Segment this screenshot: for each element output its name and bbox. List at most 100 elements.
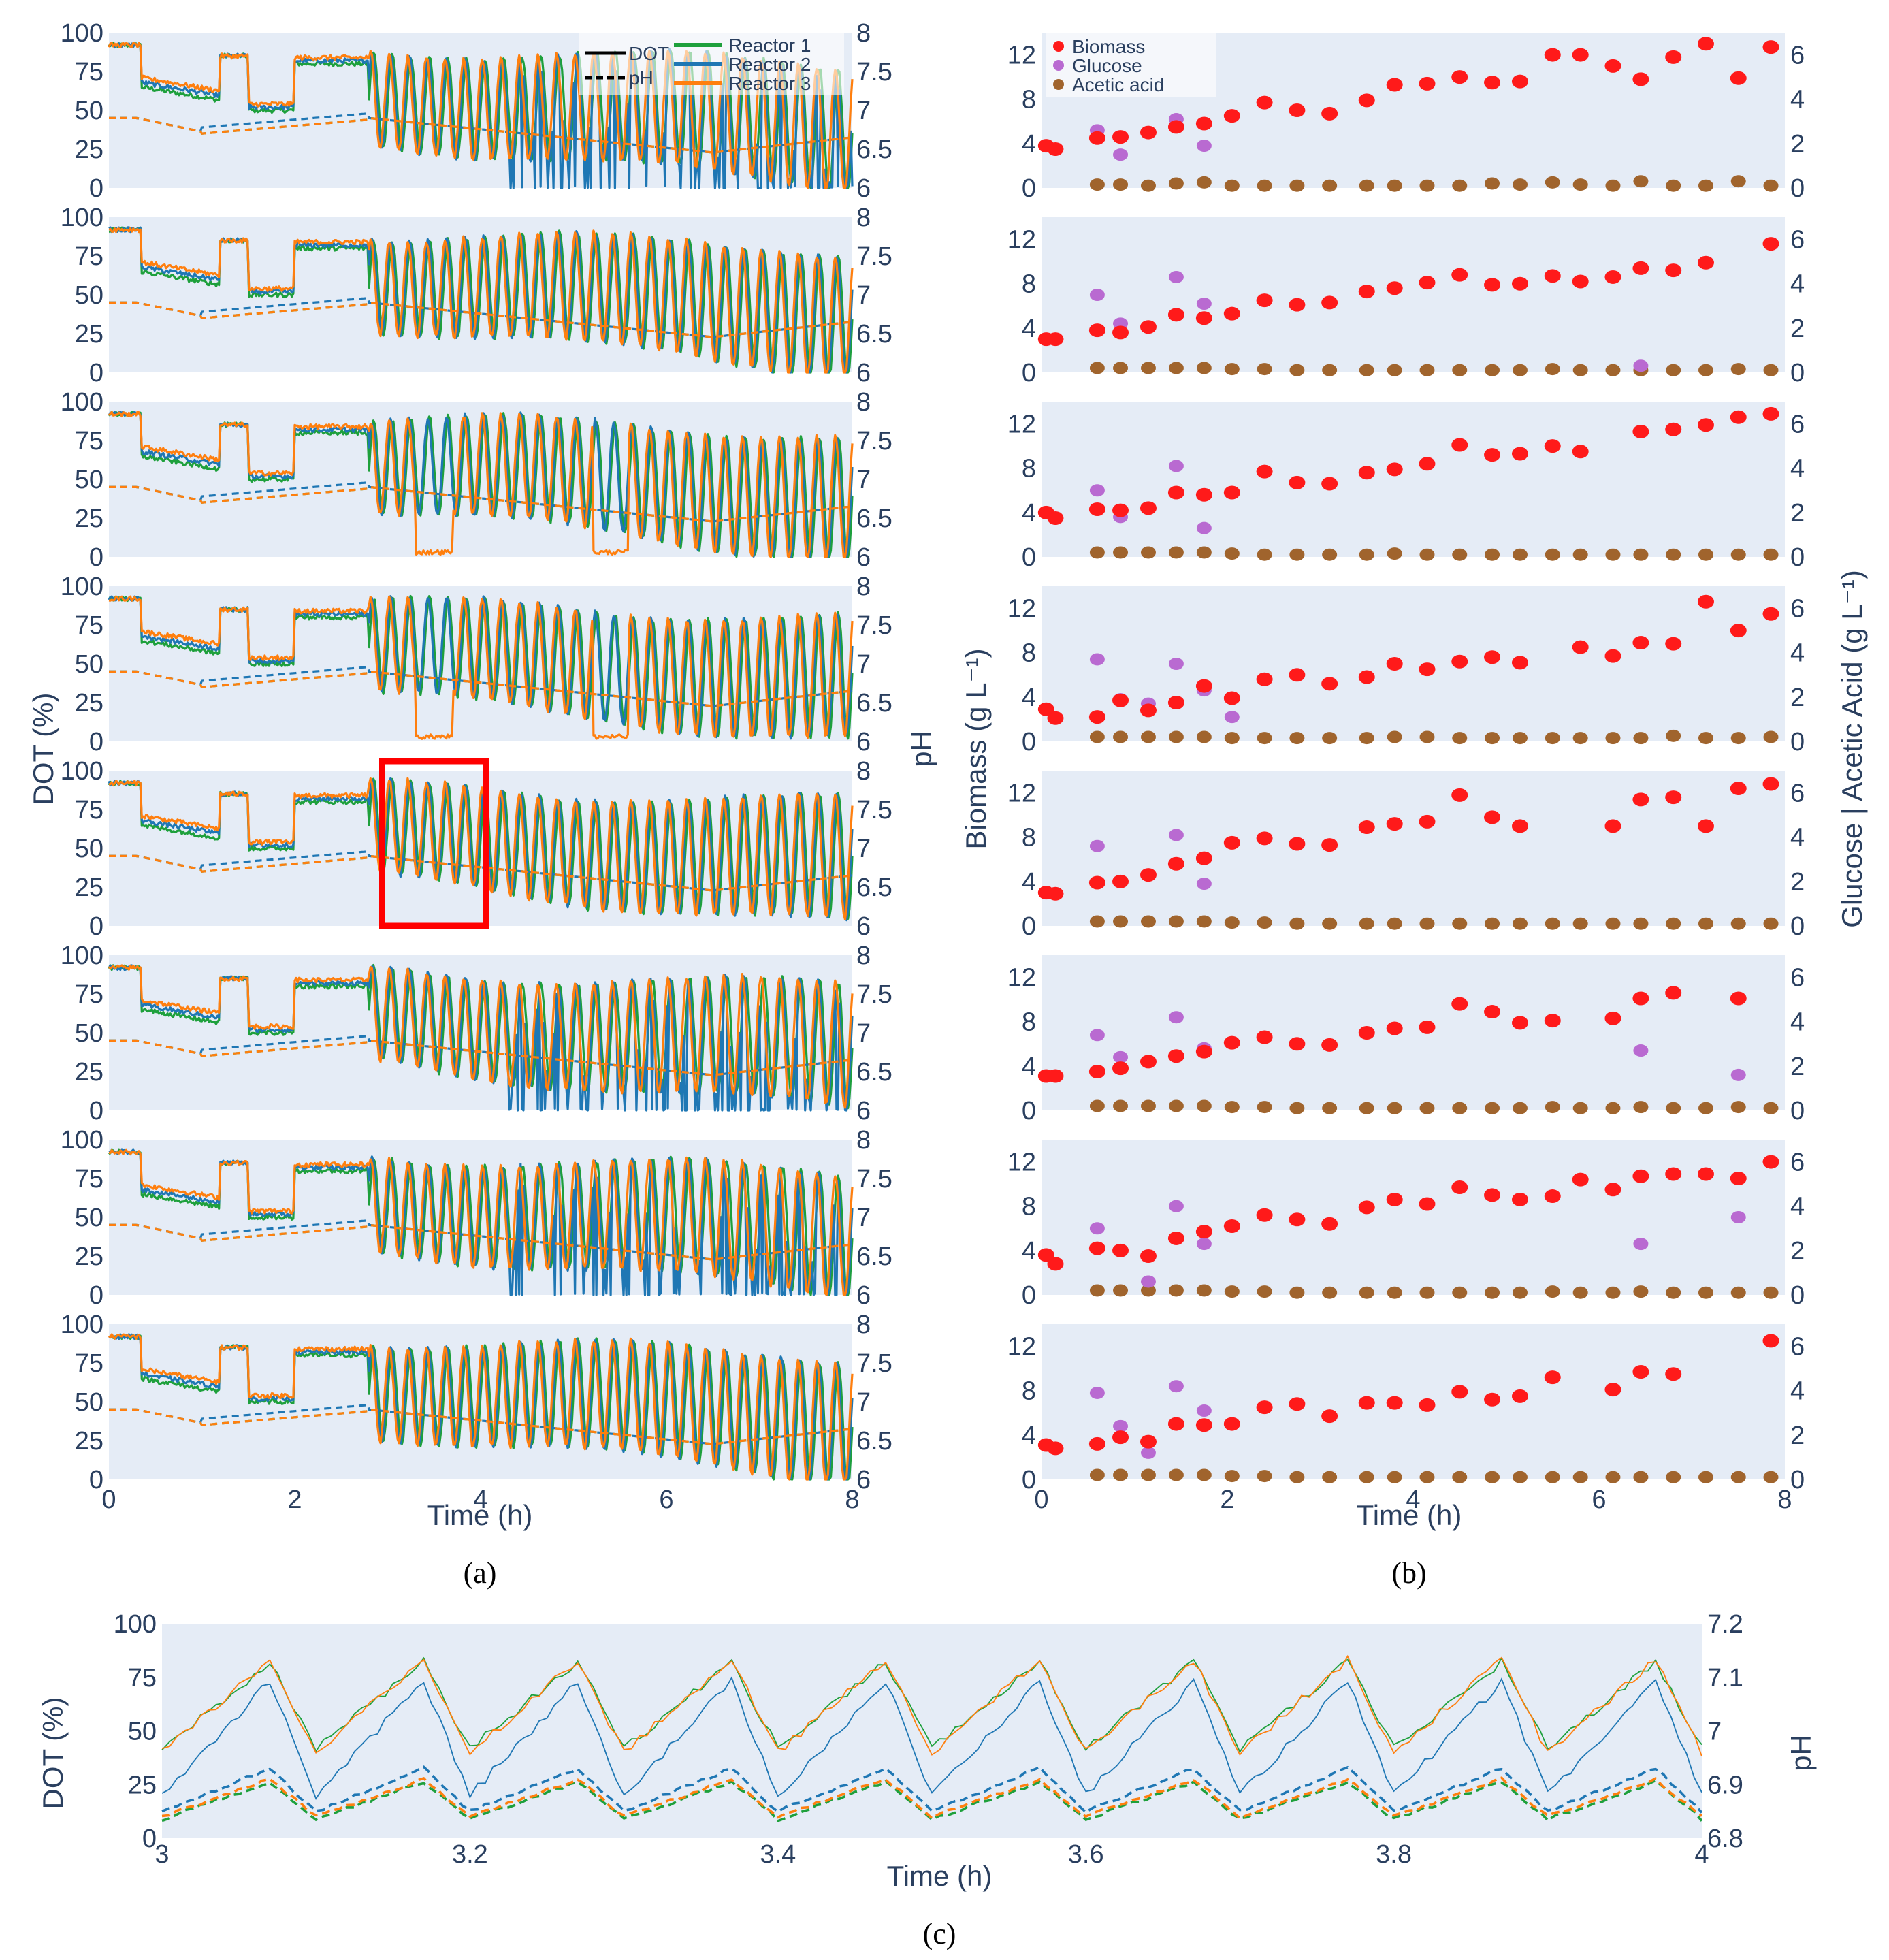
- acetic-point: [1257, 916, 1272, 929]
- biomass-point: [1762, 40, 1779, 54]
- acetic-point: [1666, 729, 1681, 742]
- acetic-point: [1113, 1099, 1129, 1112]
- biomass-point: [1321, 477, 1338, 491]
- acetic-point: [1633, 1471, 1649, 1483]
- panel-a-reactor3-dot-line: [108, 411, 854, 558]
- biomass-point: [1256, 1400, 1273, 1415]
- glucose-point: [1089, 653, 1105, 666]
- panel-b-ytick-right: 4: [1790, 270, 1805, 299]
- panel-b-ytick: 4: [1022, 130, 1036, 159]
- panel-c-ytick-right: 7.2: [1707, 1610, 1743, 1639]
- biomass-point: [1289, 1037, 1306, 1051]
- acetic-point: [1698, 1102, 1713, 1114]
- biomass-point: [1321, 295, 1338, 310]
- biomass-point: [1167, 308, 1184, 322]
- acetic-point: [1730, 1101, 1746, 1114]
- panel-a-ytick: 25: [75, 689, 103, 718]
- biomass-point: [1047, 1069, 1064, 1083]
- biomass-point: [1386, 281, 1403, 295]
- panel-a-ytick-right: 7: [856, 466, 871, 494]
- panel-a-ytick-right: 7.5: [856, 611, 892, 640]
- panel-b-xtick: 2: [1220, 1485, 1234, 1514]
- acetic-point: [1322, 179, 1338, 192]
- acetic-point: [1730, 1286, 1746, 1299]
- panel-a-ytick-right: 7.5: [856, 1349, 892, 1378]
- biomass-point: [1511, 1016, 1528, 1030]
- panel-a-ytick: 0: [89, 174, 103, 203]
- panel-b-ytick: 12: [1007, 1148, 1036, 1177]
- panel-b-ytick-right: 2: [1790, 1421, 1805, 1450]
- panel-a-reactor1-dot-line: [108, 1334, 854, 1481]
- panel-a-ytick: 25: [75, 1427, 103, 1456]
- panel-a-reactor3-dot-line: [108, 1148, 854, 1296]
- glucose-point: [1168, 1200, 1184, 1212]
- biomass-point: [1484, 448, 1501, 462]
- panel-a-reactor3-ph-line: [109, 301, 853, 338]
- panel-b-ytick-right: 4: [1790, 455, 1805, 483]
- panel-c-xtick: 4: [1694, 1840, 1709, 1869]
- acetic-point: [1730, 548, 1746, 561]
- glucose-point: [1224, 711, 1240, 724]
- biomass-point: [1604, 270, 1621, 284]
- biomass-point: [1697, 37, 1714, 51]
- panel-a-xlabel: Time (h): [427, 1499, 533, 1531]
- panel-c-ytick-right: 7: [1707, 1718, 1722, 1746]
- biomass-point: [1047, 142, 1064, 156]
- biomass-point: [1419, 1197, 1436, 1211]
- panel-b-plot-bg-5: [1042, 955, 1785, 1110]
- panel-a-ytick: 100: [61, 942, 103, 970]
- legend-glucose-swatch: [1053, 60, 1064, 71]
- biomass-point: [1730, 1172, 1747, 1185]
- biomass-point: [1511, 74, 1528, 89]
- biomass-point: [1386, 462, 1403, 477]
- panel-a-ytick: 75: [75, 611, 103, 640]
- biomass-point: [1223, 1219, 1240, 1234]
- biomass-point: [1419, 662, 1436, 677]
- biomass-point: [1386, 1192, 1403, 1206]
- acetic-point: [1140, 362, 1156, 374]
- acetic-point: [1698, 917, 1713, 930]
- acetic-point: [1485, 917, 1500, 930]
- biomass-point: [1321, 1217, 1338, 1231]
- biomass-point: [1386, 78, 1403, 92]
- panel-a-reactor3-ph-line: [109, 670, 853, 707]
- acetic-point: [1545, 176, 1560, 189]
- acetic-point: [1633, 1101, 1649, 1114]
- biomass-point: [1256, 293, 1273, 308]
- panel-b-ytick: 4: [1022, 1053, 1036, 1081]
- panel-a-reactor3-ph-line: [109, 485, 853, 523]
- panel-a-ytick-right: 6.5: [856, 504, 892, 533]
- glucose-point: [1196, 298, 1212, 310]
- biomass-point: [1289, 668, 1306, 682]
- acetic-point: [1224, 179, 1240, 192]
- biomass-point: [1730, 782, 1747, 796]
- panel-a-reactor3-dot-line: [108, 777, 854, 921]
- panel-b-ytick: 0: [1022, 1466, 1036, 1494]
- panel-a-ytick: 25: [75, 1058, 103, 1087]
- panel-a-ytick-right: 8: [856, 1311, 871, 1339]
- biomass-point: [1140, 125, 1157, 140]
- acetic-point: [1224, 1101, 1240, 1114]
- panel-b-ytick: 4: [1022, 499, 1036, 528]
- biomass-point: [1665, 986, 1682, 1000]
- biomass-point: [1112, 1430, 1129, 1445]
- biomass-point: [1544, 269, 1561, 283]
- panel-c-xtick: 3.2: [452, 1840, 488, 1869]
- biomass-point: [1358, 820, 1375, 835]
- acetic-point: [1545, 548, 1560, 561]
- acetic-point: [1196, 546, 1212, 559]
- panel-a-ytick: 50: [75, 466, 103, 494]
- panel-a-ytick: 0: [89, 728, 103, 756]
- biomass-point: [1632, 1365, 1649, 1379]
- panel-b-xtick: 4: [1406, 1485, 1420, 1514]
- panel-b-plot-bg-1: [1042, 217, 1785, 372]
- glucose-point: [1633, 1044, 1649, 1057]
- acetic-point: [1572, 1471, 1588, 1483]
- glucose-point: [1089, 839, 1105, 852]
- panel-a-ytick: 0: [89, 1097, 103, 1125]
- panel-b-xlabel: Time (h): [1357, 1499, 1462, 1531]
- biomass-point: [1762, 237, 1779, 251]
- acetic-point: [1140, 1099, 1156, 1112]
- acetic-point: [1289, 1286, 1305, 1299]
- biomass-point: [1762, 406, 1779, 421]
